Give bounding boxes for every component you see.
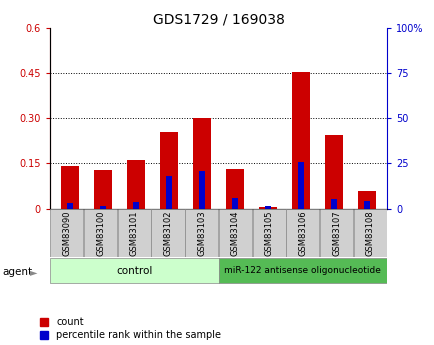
Bar xyxy=(100,206,105,209)
Text: GSM83107: GSM83107 xyxy=(331,210,340,256)
Bar xyxy=(118,209,151,257)
Bar xyxy=(364,201,369,209)
Bar xyxy=(166,176,171,209)
Text: GSM83103: GSM83103 xyxy=(197,210,206,256)
Bar xyxy=(358,190,375,209)
Bar xyxy=(50,258,218,283)
Bar xyxy=(133,203,138,209)
Bar xyxy=(151,209,184,257)
Bar xyxy=(286,209,319,257)
Bar xyxy=(252,209,285,257)
Text: GSM83101: GSM83101 xyxy=(129,210,138,256)
Bar xyxy=(325,135,342,209)
Bar xyxy=(84,209,117,257)
Bar xyxy=(331,199,336,209)
Bar xyxy=(265,206,270,209)
Text: GSM83106: GSM83106 xyxy=(298,210,307,256)
Text: GSM83104: GSM83104 xyxy=(230,210,240,256)
Title: GDS1729 / 169038: GDS1729 / 169038 xyxy=(152,12,284,27)
Bar xyxy=(292,72,309,209)
Text: GSM83102: GSM83102 xyxy=(163,210,172,256)
Text: ►: ► xyxy=(30,268,37,277)
Bar xyxy=(199,171,204,209)
Text: GSM83100: GSM83100 xyxy=(96,210,105,256)
Bar xyxy=(61,166,79,209)
Text: agent: agent xyxy=(2,267,32,277)
Bar xyxy=(259,207,276,209)
Bar xyxy=(353,209,386,257)
Bar xyxy=(67,203,72,209)
Text: miR-122 antisense oligonucleotide: miR-122 antisense oligonucleotide xyxy=(224,266,381,275)
Bar xyxy=(319,209,352,257)
Text: GSM83108: GSM83108 xyxy=(365,210,374,256)
Bar xyxy=(218,209,251,257)
Bar xyxy=(193,118,210,209)
Text: GSM83090: GSM83090 xyxy=(62,210,71,256)
Bar xyxy=(160,132,178,209)
Bar xyxy=(218,258,386,283)
Bar xyxy=(94,170,112,209)
Bar xyxy=(226,169,243,209)
Bar xyxy=(127,159,145,209)
Bar xyxy=(298,161,303,209)
Bar xyxy=(232,198,237,209)
Legend: count, percentile rank within the sample: count, percentile rank within the sample xyxy=(39,317,220,340)
Text: GSM83105: GSM83105 xyxy=(264,210,273,256)
Text: control: control xyxy=(116,266,152,276)
Bar xyxy=(185,209,218,257)
Bar xyxy=(50,209,83,257)
